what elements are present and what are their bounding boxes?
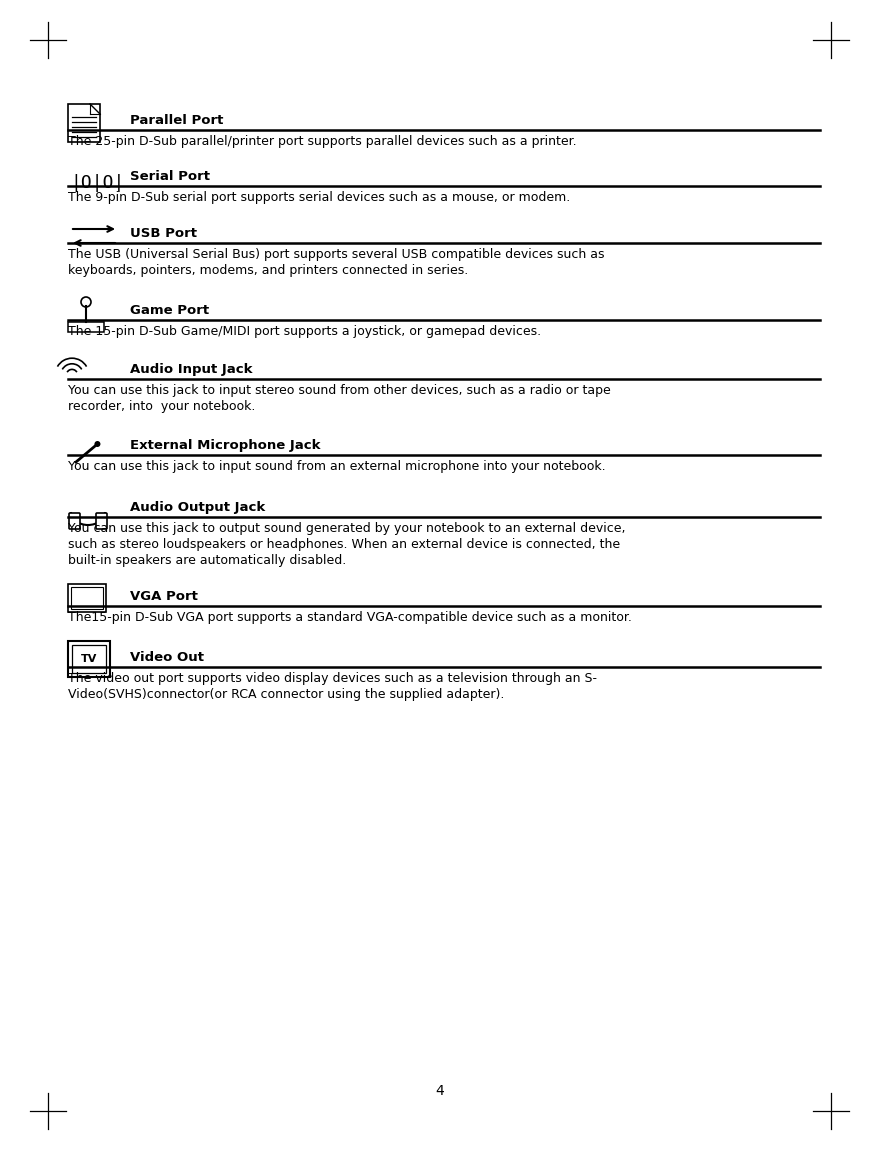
FancyBboxPatch shape [68, 641, 110, 677]
Text: You can use this jack to input stereo sound from other devices, such as a radio : You can use this jack to input stereo so… [68, 384, 610, 397]
Text: The15-pin D-Sub VGA port supports a standard VGA-compatible device such as a mon: The15-pin D-Sub VGA port supports a stan… [68, 611, 631, 624]
FancyBboxPatch shape [96, 513, 107, 529]
Text: The 9-pin D-Sub serial port supports serial devices such as a mouse, or modem.: The 9-pin D-Sub serial port supports ser… [68, 191, 570, 204]
Text: recorder, into  your notebook.: recorder, into your notebook. [68, 401, 255, 413]
Text: such as stereo loudspeakers or headphones. When an external device is connected,: such as stereo loudspeakers or headphone… [68, 538, 619, 551]
FancyBboxPatch shape [68, 513, 80, 529]
Text: The USB (Universal Serial Bus) port supports several USB compatible devices such: The USB (Universal Serial Bus) port supp… [68, 247, 604, 261]
Text: USB Port: USB Port [130, 227, 197, 241]
Text: built-in speakers are automatically disabled.: built-in speakers are automatically disa… [68, 554, 346, 567]
FancyBboxPatch shape [72, 645, 106, 673]
FancyBboxPatch shape [68, 584, 106, 612]
Text: The 25-pin D-Sub parallel/printer port supports parallel devices such as a print: The 25-pin D-Sub parallel/printer port s… [68, 135, 576, 148]
Text: Serial Port: Serial Port [130, 170, 210, 183]
Text: 4: 4 [435, 1084, 443, 1098]
FancyBboxPatch shape [68, 322, 104, 331]
FancyBboxPatch shape [68, 104, 100, 142]
Text: You can use this jack to output sound generated by your notebook to an external : You can use this jack to output sound ge… [68, 523, 625, 535]
Text: |O|O|: |O|O| [70, 174, 124, 192]
FancyBboxPatch shape [71, 587, 103, 609]
Text: You can use this jack to input sound from an external microphone into your noteb: You can use this jack to input sound fro… [68, 460, 605, 473]
Text: The 15-pin D-Sub Game/MIDI port supports a joystick, or gamepad devices.: The 15-pin D-Sub Game/MIDI port supports… [68, 325, 541, 338]
Text: keyboards, pointers, modems, and printers connected in series.: keyboards, pointers, modems, and printer… [68, 264, 468, 277]
Text: External Microphone Jack: External Microphone Jack [130, 439, 320, 452]
Text: TV: TV [81, 654, 97, 664]
Circle shape [94, 441, 100, 447]
Text: Video(SVHS)connector(or RCA connector using the supplied adapter).: Video(SVHS)connector(or RCA connector us… [68, 688, 504, 701]
Text: The video out port supports video display devices such as a television through a: The video out port supports video displa… [68, 672, 596, 685]
Text: Video Out: Video Out [130, 651, 204, 664]
Text: Parallel Port: Parallel Port [130, 114, 223, 127]
Text: VGA Port: VGA Port [130, 590, 198, 603]
Text: Game Port: Game Port [130, 304, 209, 317]
Text: Audio Input Jack: Audio Input Jack [130, 363, 252, 376]
Text: Audio Output Jack: Audio Output Jack [130, 501, 265, 514]
